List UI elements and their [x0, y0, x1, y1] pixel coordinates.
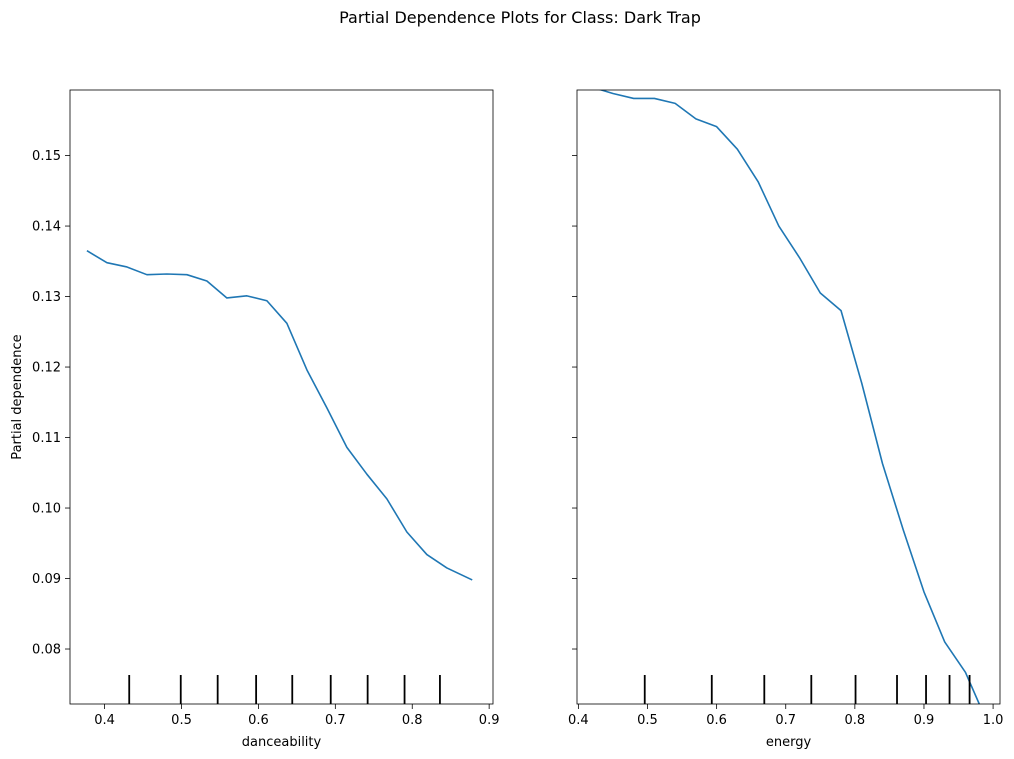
right-plot-x-tick-label: 0.4 — [568, 713, 589, 728]
left-plot-x-tick-label: 0.9 — [479, 713, 500, 728]
left-plot-frame — [69, 89, 494, 705]
left-plot-x-tick-label: 0.4 — [94, 713, 115, 728]
left-plot-y-tick-label: 0.13 — [32, 290, 61, 305]
left-plot-x-axis-label: danceability — [242, 735, 322, 750]
left-plot-pd-line — [86, 250, 473, 581]
left-plot-y-tick-label: 0.11 — [32, 431, 61, 446]
right-plot-pd-line — [598, 90, 980, 704]
right-plot-axes: 0.4 0.5 0.6 0.7 0.8 0.9 1.0 energy — [568, 89, 1004, 750]
right-plot-x-tick-label: 0.6 — [706, 713, 727, 728]
right-plot-x-tick-label: 0.9 — [914, 713, 935, 728]
left-plot-y-tick-label: 0.09 — [32, 572, 61, 587]
left-plot-y-tick-label: 0.15 — [32, 149, 61, 164]
left-plot-x-tick-label: 0.5 — [171, 713, 192, 728]
left-plot-y-tick-label: 0.14 — [32, 220, 61, 235]
left-plot-x-tick-label: 0.6 — [248, 713, 269, 728]
right-plot-x-tick-label: 1.0 — [983, 713, 1004, 728]
left-plot-y-tick-label: 0.12 — [32, 361, 61, 376]
left-plot-x-tick-label: 0.8 — [402, 713, 423, 728]
left-plot-y-tick-label: 0.10 — [32, 502, 61, 517]
left-plot-axes: 0.4 0.5 0.6 0.7 0.8 0.9 0.08 0.09 0.10 0.11 0.12 0.… — [10, 89, 500, 750]
right-plot-x-tick-label: 0.8 — [845, 713, 866, 728]
right-plot-x-tick-label: 0.5 — [637, 713, 658, 728]
right-plot-x-tick-label: 0.7 — [775, 713, 796, 728]
left-plot-y-axis-label: Partial dependence — [10, 334, 25, 459]
figure-suptitle: Partial Dependence Plots for Class: Dark… — [339, 8, 701, 27]
left-plot-x-tick-label: 0.7 — [325, 713, 346, 728]
left-plot-y-tick-label: 0.08 — [32, 643, 61, 658]
right-plot-x-axis-label: energy — [766, 735, 812, 750]
right-plot-frame — [576, 89, 1001, 705]
